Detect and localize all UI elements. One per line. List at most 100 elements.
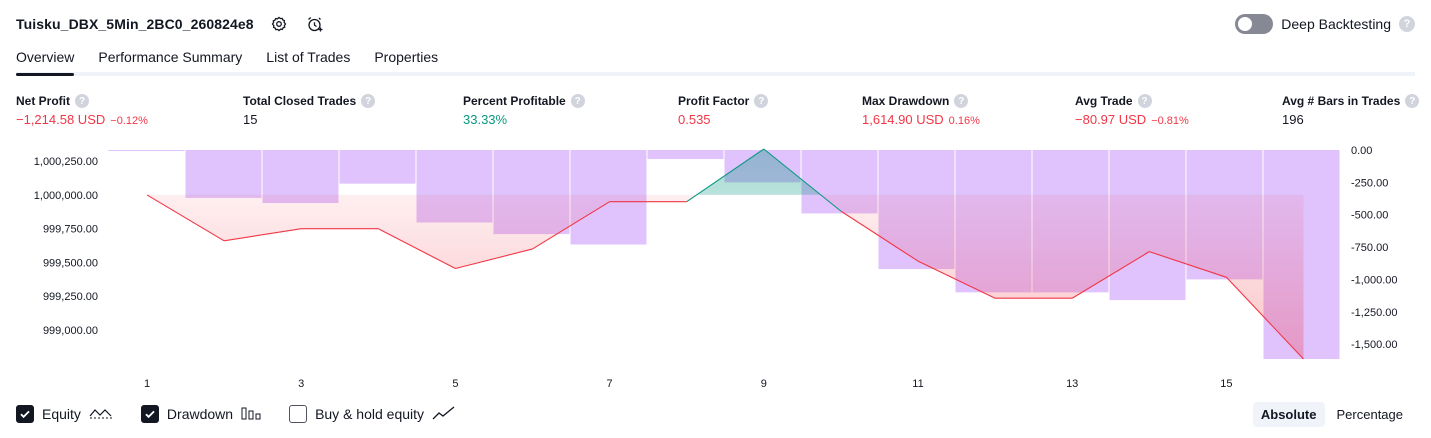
left-axis-tick: 999,750.00 <box>43 224 98 236</box>
equity-line <box>146 148 1304 360</box>
right-axis-tick: -1,000.00 <box>1351 274 1397 286</box>
help-icon[interactable]: ? <box>954 94 969 108</box>
tab-list-of-trades[interactable]: List of Trades <box>266 49 351 65</box>
metric-value: 33.33% <box>463 112 508 127</box>
equity-profit-area <box>696 149 821 195</box>
metric-value: −80.97 USD <box>1075 112 1147 127</box>
drawdown-bar <box>185 150 262 198</box>
x-axis-tick: 15 <box>1220 378 1232 390</box>
metric-percent: 0.16% <box>948 115 980 127</box>
strategy-header: Tuisku_DBX_5Min_2BC0_260824e8 <box>16 13 326 35</box>
equity-segment <box>840 210 919 262</box>
help-icon[interactable]: ? <box>1405 94 1420 108</box>
left-axis-tick: 999,000.00 <box>43 325 98 337</box>
metric-value: 1,614.90 USD <box>862 112 944 127</box>
legend-label: Buy & hold equity <box>315 406 425 422</box>
metric-percent-profitable: Percent Profitable? 33.33% <box>463 93 585 127</box>
left-axis-tick: 1,000,250.00 <box>34 156 98 168</box>
gear-icon[interactable] <box>268 13 290 35</box>
equity-checkbox[interactable] <box>16 405 34 423</box>
equity-drawdown-chart[interactable]: 1,000,250.00 1,000,000.00 999,750.00 999,50… <box>0 140 1431 395</box>
toggle-knob <box>1238 17 1253 31</box>
equity-segment <box>532 201 610 250</box>
metric-label: Percent Profitable <box>463 94 566 108</box>
metric-total-closed-trades: Total Closed Trades? 15 <box>243 93 376 127</box>
drawdown-bars-icon <box>241 405 261 424</box>
help-icon[interactable]: ? <box>570 94 585 108</box>
alarm-clock-plus-icon[interactable] <box>304 13 326 35</box>
tab-bar: Overview Performance Summary List of Tra… <box>16 46 439 76</box>
left-axis-tick: 999,500.00 <box>43 257 98 269</box>
equity-segment <box>763 148 842 212</box>
equity-area <box>147 149 1304 359</box>
equity-segment <box>224 228 302 242</box>
absolute-button[interactable]: Absolute <box>1252 401 1325 427</box>
x-axis-tick: 9 <box>761 378 767 390</box>
metric-net-profit: Net Profit? −1,214.58 USD −0.12% <box>16 93 148 127</box>
right-axis-tick: -1,500.00 <box>1351 339 1397 351</box>
metric-label: Max Drawdown <box>862 94 950 108</box>
help-icon[interactable]: ? <box>75 94 89 108</box>
equity-segment <box>1149 251 1227 278</box>
right-axis-tick: -1,250.00 <box>1351 307 1397 319</box>
metric-profit-factor: Profit Factor? 0.535 <box>678 93 769 127</box>
metric-percent: −0.81% <box>1151 115 1189 127</box>
equity-segment <box>1226 276 1304 360</box>
equity-loss-area <box>147 194 1304 359</box>
equity-segment <box>378 228 456 270</box>
metric-value: 0.535 <box>678 112 711 127</box>
equity-segment <box>686 148 765 203</box>
drawdown-bar <box>339 150 416 184</box>
metric-avg-trade: Avg Trade? −80.97 USD −0.81% <box>1075 93 1189 127</box>
tab-performance-summary[interactable]: Performance Summary <box>98 49 243 65</box>
equity-line-icon <box>89 405 113 424</box>
left-axis: 1,000,250.00 1,000,000.00 999,750.00 999,50… <box>34 156 98 337</box>
metric-value: 15 <box>243 112 258 127</box>
tab-overview[interactable]: Overview <box>16 46 75 76</box>
equity-segment <box>455 248 533 270</box>
percentage-button[interactable]: Percentage <box>1336 406 1404 422</box>
metric-value: −1,214.58 USD <box>16 112 106 127</box>
metric-label: Avg Trade <box>1075 94 1133 108</box>
equity-segment <box>146 194 225 242</box>
buy-hold-checkbox[interactable] <box>289 405 308 423</box>
right-axis-tick: -500.00 <box>1351 210 1388 222</box>
x-axis: 1 3 5 7 9 11 13 15 <box>144 378 1233 390</box>
metric-max-drawdown: Max Drawdown? 1,614.90 USD 0.16% <box>862 93 980 127</box>
legend-drawdown[interactable]: Drawdown <box>140 405 261 424</box>
x-axis-tick: 7 <box>607 378 613 390</box>
equity-segment <box>917 260 996 299</box>
deep-backtesting: Deep Backtesting ? <box>1235 13 1415 35</box>
equity-segment <box>1071 251 1150 299</box>
buy-hold-line-icon <box>432 405 456 424</box>
help-icon[interactable]: ? <box>361 94 376 108</box>
metrics-row: Net Profit? −1,214.58 USD −0.12% Total Cl… <box>0 93 1431 133</box>
left-axis-tick: 999,250.00 <box>43 291 98 303</box>
deep-backtesting-label: Deep Backtesting <box>1281 16 1391 32</box>
right-axis-tick: 0.00 <box>1351 145 1372 157</box>
metric-percent: −0.12% <box>110 115 148 127</box>
tab-properties[interactable]: Properties <box>374 49 439 65</box>
drawdown-bar <box>262 150 339 204</box>
help-icon[interactable]: ? <box>1137 94 1152 108</box>
metric-label: Net Profit <box>16 94 70 108</box>
strategy-name: Tuisku_DBX_5Min_2BC0_260824e8 <box>16 16 254 32</box>
tabs-divider <box>16 72 1415 76</box>
legend-equity[interactable]: Equity <box>16 405 113 424</box>
drawdown-checkbox[interactable] <box>140 405 159 423</box>
chart-legend: Equity Drawdown Buy & hold equity <box>16 403 484 425</box>
metric-value: 196 <box>1282 112 1304 127</box>
legend-label: Equity <box>42 406 81 422</box>
value-mode-switch: Absolute Percentage <box>1252 401 1411 427</box>
metric-label: Total Closed Trades <box>243 94 357 108</box>
help-icon[interactable]: ? <box>754 94 769 108</box>
help-icon[interactable]: ? <box>1399 16 1415 32</box>
deep-backtesting-toggle[interactable] <box>1235 14 1274 34</box>
drawdown-bar <box>108 150 185 151</box>
right-axis-tick: -250.00 <box>1351 177 1388 189</box>
metric-avg-bars-in-trades: Avg # Bars in Trades? 196 <box>1282 93 1420 127</box>
legend-buy-hold-equity[interactable]: Buy & hold equity <box>289 405 456 424</box>
x-axis-tick: 1 <box>144 378 150 390</box>
right-axis: 0.00 -250.00 -500.00 -750.00 -1,000.00 -1,250… <box>1351 145 1397 351</box>
legend-label: Drawdown <box>166 406 234 422</box>
